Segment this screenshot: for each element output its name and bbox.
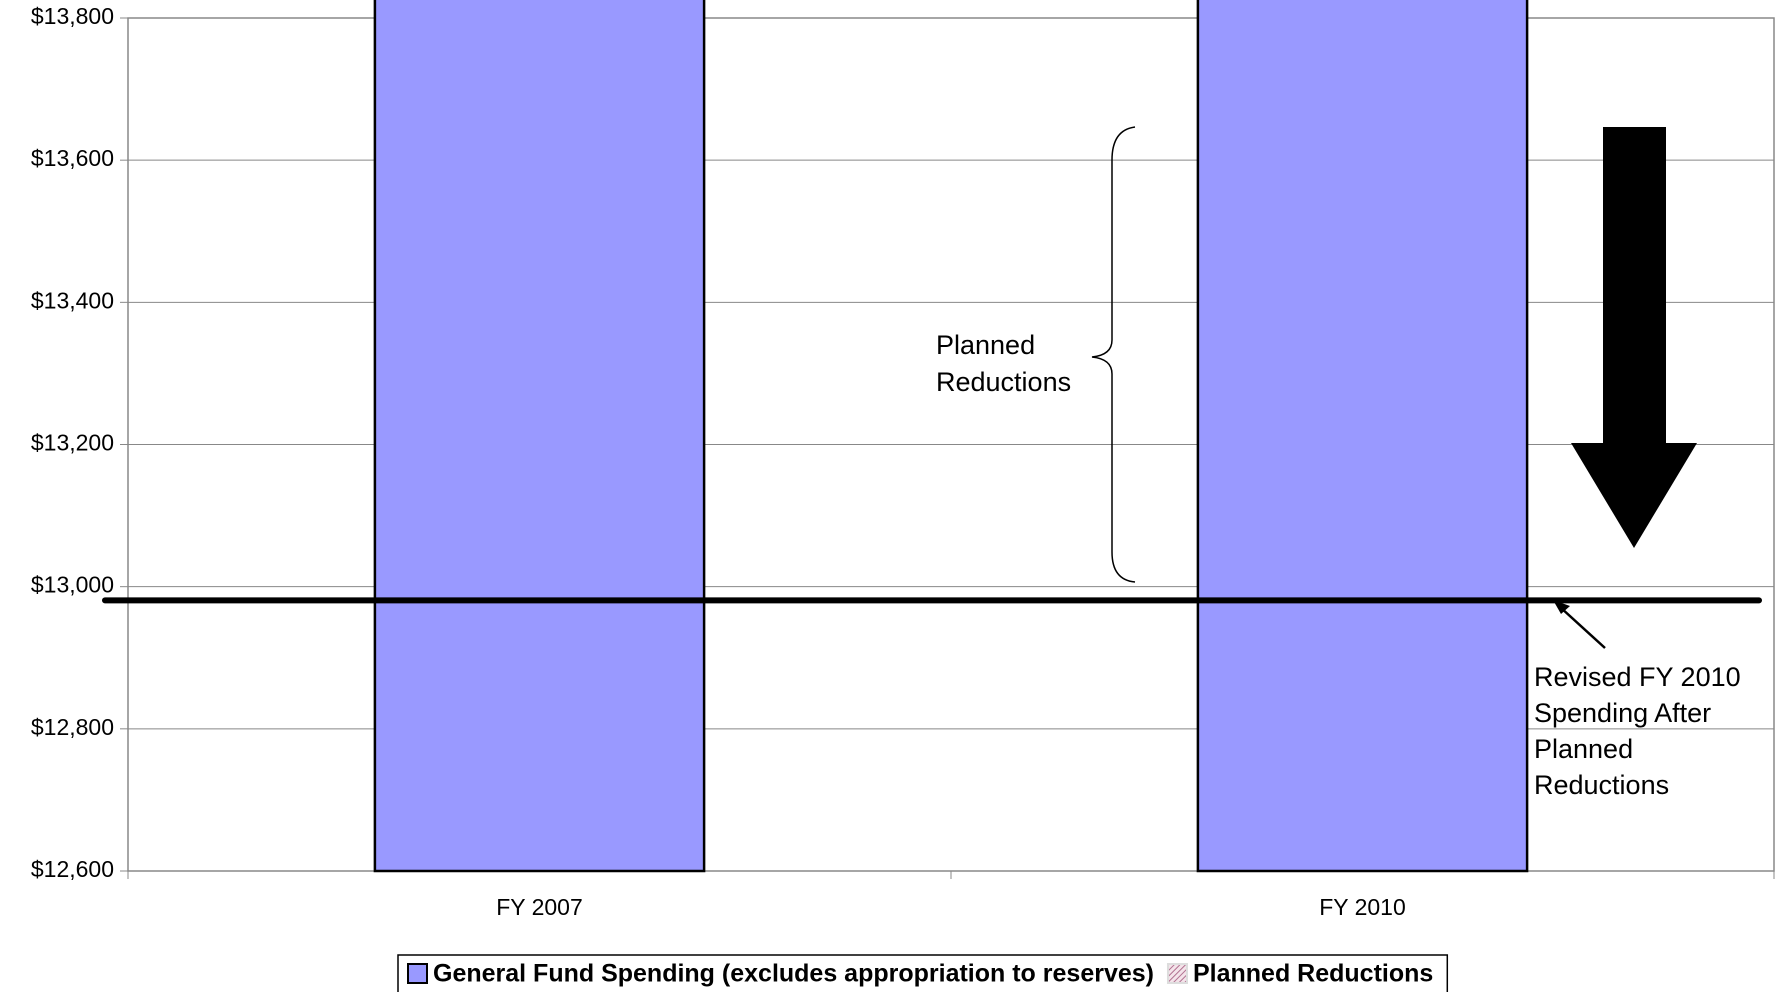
annotation: Planned	[1534, 734, 1633, 764]
legend-swatch	[407, 963, 428, 984]
annotation: Reductions	[936, 367, 1071, 397]
annotation: Planned	[936, 330, 1035, 360]
y-tick-label: $13,600	[31, 145, 114, 171]
y-tick-label: $13,400	[31, 287, 114, 313]
y-tick-label: $12,600	[31, 856, 114, 882]
y-tick-label: $13,800	[31, 3, 114, 29]
legend-label: Planned Reductions	[1193, 960, 1433, 988]
annotation: Spending After	[1534, 698, 1711, 728]
x-tick-label: FY 2007	[496, 894, 583, 920]
y-tick-label: $13,000	[31, 572, 114, 598]
annotation: Revised FY 2010	[1534, 662, 1741, 692]
pointer-arrow	[1559, 606, 1606, 649]
bar-segment	[1196, 0, 1529, 873]
legend-box	[397, 954, 1449, 992]
y-tick-label: $13,200	[31, 430, 114, 456]
brace	[1091, 126, 1136, 583]
bar-segment	[373, 0, 706, 873]
pointer-arrow-head	[1553, 600, 1570, 614]
legend: General Fund Spending (excludes appropri…	[397, 954, 1449, 992]
legend-swatch	[1166, 963, 1188, 984]
legend-label: General Fund Spending (excludes appropri…	[433, 960, 1154, 988]
down-arrow	[1571, 127, 1697, 548]
x-tick-label: FY 2010	[1319, 894, 1406, 920]
y-tick-label: $12,800	[31, 714, 114, 740]
annotation: Reductions	[1534, 770, 1669, 800]
